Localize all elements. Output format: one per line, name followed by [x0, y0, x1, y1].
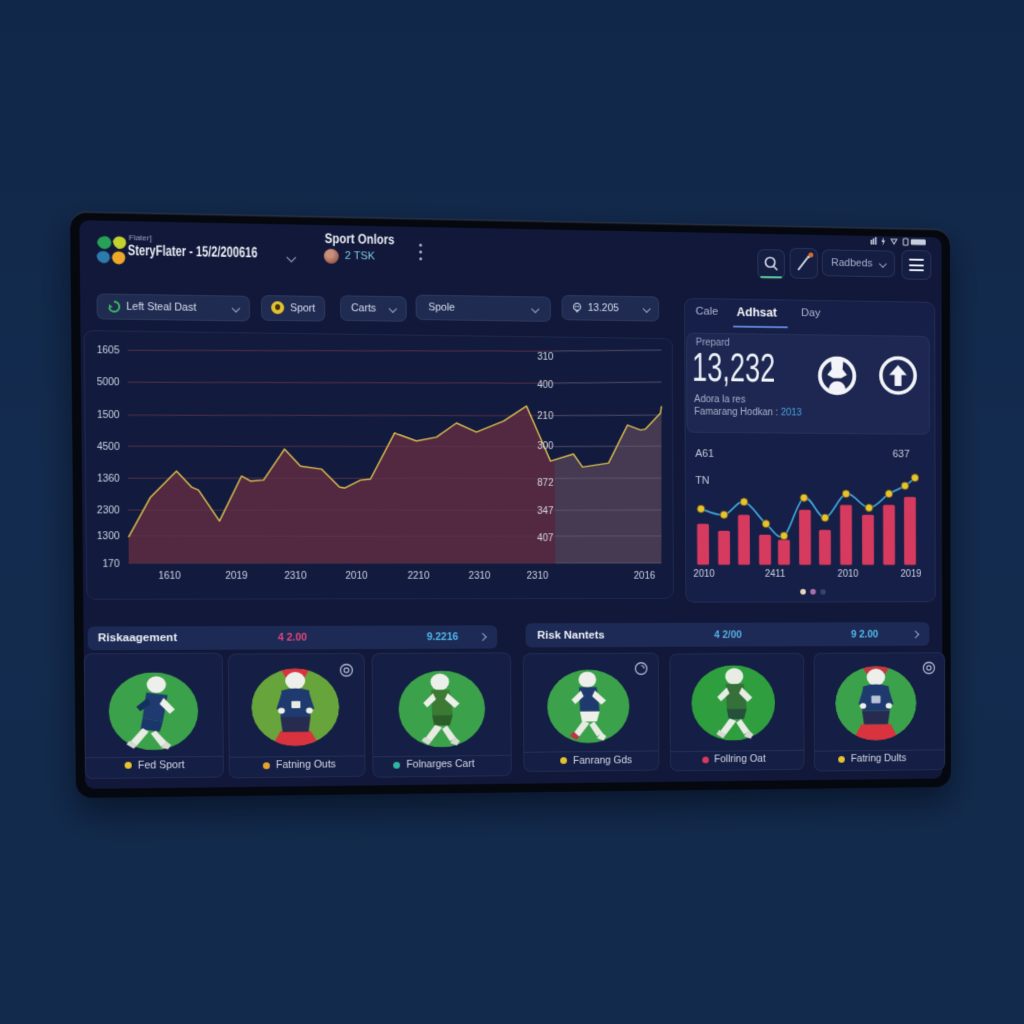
svg-text:2010: 2010: [838, 570, 859, 580]
svg-text:2010: 2010: [693, 570, 715, 580]
svg-text:2019: 2019: [225, 571, 248, 582]
svg-text:4500: 4500: [97, 442, 120, 453]
svg-text:300: 300: [537, 442, 554, 453]
svg-text:2016: 2016: [634, 571, 656, 581]
svg-text:2310: 2310: [469, 571, 491, 581]
svg-text:1500: 1500: [97, 410, 120, 421]
svg-text:2310: 2310: [527, 571, 549, 581]
svg-text:872: 872: [537, 478, 554, 489]
svg-text:1605: 1605: [97, 345, 120, 356]
svg-text:1360: 1360: [97, 474, 120, 485]
svg-text:2019: 2019: [901, 570, 922, 580]
svg-text:347: 347: [537, 507, 554, 518]
svg-text:2411: 2411: [765, 570, 786, 580]
svg-text:1610: 1610: [158, 571, 181, 582]
svg-text:1300: 1300: [97, 532, 120, 543]
svg-text:2210: 2210: [408, 571, 430, 582]
svg-text:2300: 2300: [97, 506, 120, 517]
svg-text:210: 210: [537, 412, 554, 423]
svg-text:310: 310: [537, 352, 554, 363]
svg-text:170: 170: [103, 559, 120, 570]
svg-text:400: 400: [537, 381, 554, 392]
svg-text:407: 407: [537, 534, 554, 544]
svg-text:2010: 2010: [345, 571, 367, 582]
svg-text:5000: 5000: [97, 377, 120, 388]
svg-text:2310: 2310: [284, 571, 307, 582]
